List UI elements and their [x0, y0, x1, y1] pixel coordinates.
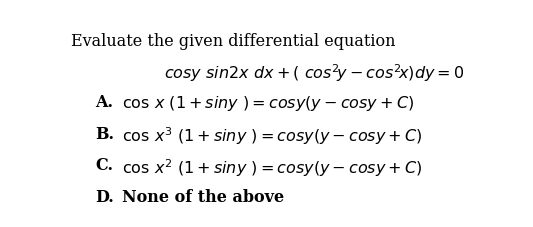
Text: C.: C. [95, 157, 114, 173]
Text: $\mathrm{cos}\ \mathit{x}^2\ (1+\mathit{siny}\ ) = \mathit{cosy}(\mathit{y}-\mat: $\mathrm{cos}\ \mathit{x}^2\ (1+\mathit{… [123, 157, 423, 178]
Text: $\mathit{cosy\ sin2x\ dx} + (\ \mathit{cos^2\!y - cos^2\!x})\mathit{dy} = 0$: $\mathit{cosy\ sin2x\ dx} + (\ \mathit{c… [164, 62, 465, 84]
Text: A.: A. [95, 94, 114, 111]
Text: Evaluate the given differential equation: Evaluate the given differential equation [71, 32, 395, 49]
Text: B.: B. [95, 125, 115, 142]
Text: $\mathrm{cos}\ \mathit{x}^3\ (1+\mathit{siny}\ ) = \mathit{cosy}(\mathit{y}-\mat: $\mathrm{cos}\ \mathit{x}^3\ (1+\mathit{… [123, 125, 423, 147]
Text: $\mathrm{cos}\ \mathit{x}\ (1+\mathit{siny}\ ) = \mathit{cosy}(\mathit{y}-\mathi: $\mathrm{cos}\ \mathit{x}\ (1+\mathit{si… [123, 94, 415, 113]
Text: None of the above: None of the above [123, 188, 285, 205]
Text: D.: D. [95, 188, 114, 205]
